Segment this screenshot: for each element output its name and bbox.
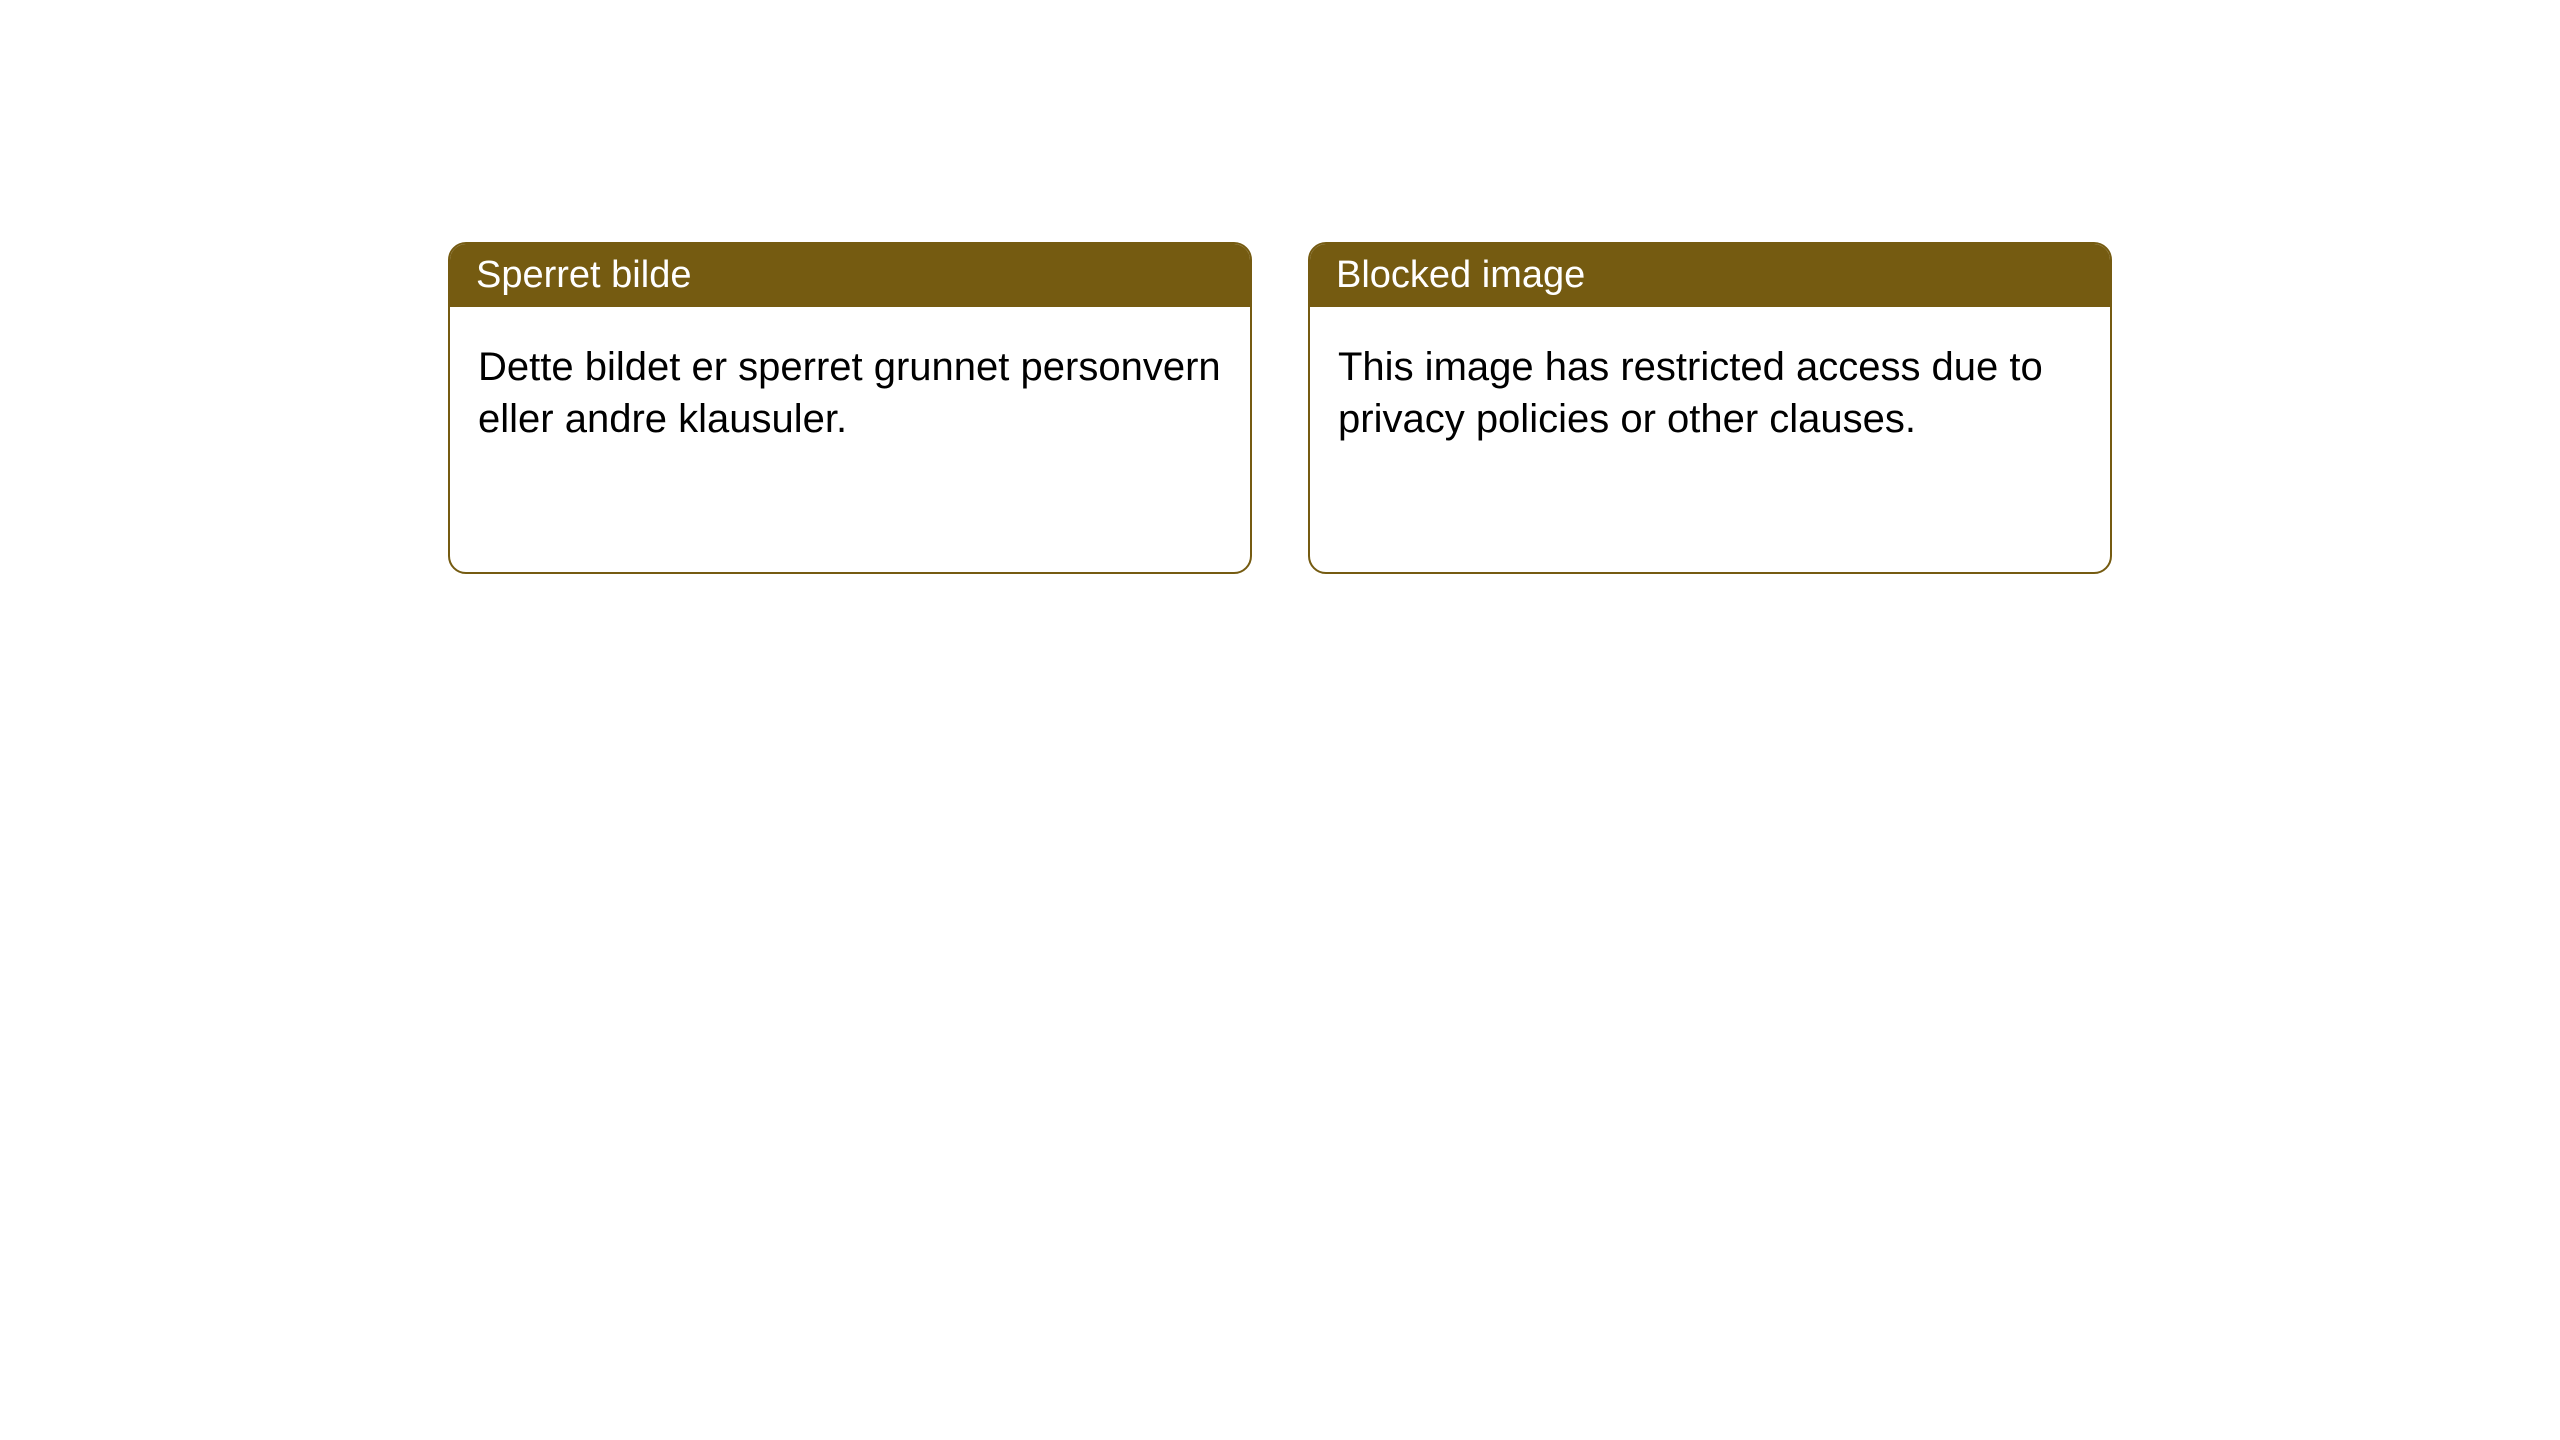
card-body-en: This image has restricted access due to … xyxy=(1310,307,2110,479)
blocked-image-card-en: Blocked image This image has restricted … xyxy=(1308,242,2112,574)
cards-container: Sperret bilde Dette bildet er sperret gr… xyxy=(0,0,2560,574)
card-header-no: Sperret bilde xyxy=(450,244,1250,307)
blocked-image-card-no: Sperret bilde Dette bildet er sperret gr… xyxy=(448,242,1252,574)
card-header-en: Blocked image xyxy=(1310,244,2110,307)
card-body-no: Dette bildet er sperret grunnet personve… xyxy=(450,307,1250,479)
